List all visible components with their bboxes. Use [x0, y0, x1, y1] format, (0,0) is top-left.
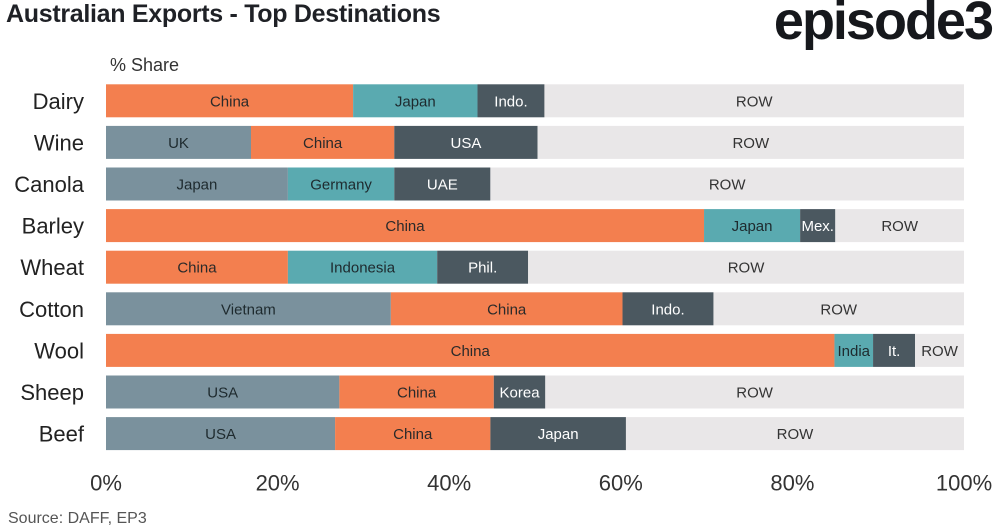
x-tick-label-4: 80%: [770, 470, 814, 495]
category-label-wool: Wool: [34, 338, 84, 363]
segment-label-wheat-0: China: [177, 260, 217, 277]
bar-segment-wine-1: [251, 125, 395, 159]
bar-segment-wheat-3: [528, 250, 964, 284]
x-tick-label-5: 100%: [936, 470, 992, 495]
bar-segment-wine-0: [106, 125, 252, 159]
bar-segment-dairy-0: [106, 84, 354, 118]
x-tick-label-1: 20%: [256, 470, 300, 495]
bar-segment-wool-2: [873, 333, 916, 367]
bar-segment-barley-2: [800, 209, 836, 243]
bar-segment-wool-0: [106, 333, 835, 367]
brand-logo: episode3: [773, 0, 994, 51]
segment-label-dairy-1: Japan: [395, 93, 436, 110]
bar-segment-barley-0: [106, 209, 705, 243]
segment-label-wine-2: USA: [451, 135, 482, 152]
segment-label-sheep-3: ROW: [736, 385, 774, 402]
segment-label-barley-2: Mex.: [801, 218, 834, 235]
segment-label-sheep-2: Korea: [500, 385, 541, 402]
category-label-beef: Beef: [39, 422, 85, 447]
segment-label-wool-0: China: [451, 343, 491, 360]
segment-label-wool-2: It.: [888, 343, 901, 360]
category-label-canola: Canola: [14, 172, 84, 197]
bar-segment-cotton-3: [713, 292, 964, 326]
x-tick-label-2: 40%: [427, 470, 471, 495]
bar-segment-beef-0: [106, 417, 336, 451]
bar-segment-beef-2: [490, 417, 626, 451]
segment-label-dairy-0: China: [210, 93, 250, 110]
bar-segment-wool-1: [834, 333, 874, 367]
bar-segment-dairy-3: [544, 84, 964, 118]
bar-segment-sheep-3: [545, 375, 964, 409]
segment-label-beef-0: USA: [205, 426, 236, 443]
bar-segment-canola-0: [106, 167, 288, 201]
bar-segment-barley-3: [835, 209, 964, 243]
category-label-dairy: Dairy: [33, 89, 84, 114]
category-label-wine: Wine: [34, 130, 84, 155]
bar-segment-canola-3: [490, 167, 964, 201]
bar-segment-dairy-1: [353, 84, 478, 118]
bar-segment-wheat-0: [106, 250, 288, 284]
bar-segment-canola-2: [394, 167, 491, 201]
segment-label-barley-0: China: [385, 218, 425, 235]
segment-label-canola-0: Japan: [177, 177, 218, 194]
bar-segment-canola-1: [287, 167, 395, 201]
segment-label-cotton-0: Vietnam: [221, 301, 276, 318]
segment-label-barley-1: Japan: [732, 218, 773, 235]
segment-label-wool-1: India: [837, 343, 870, 360]
segment-label-wine-0: UK: [168, 135, 189, 152]
bar-segment-wine-2: [394, 125, 538, 159]
segment-label-barley-3: ROW: [881, 218, 919, 235]
segment-label-beef-1: China: [393, 426, 433, 443]
segment-label-sheep-0: USA: [207, 385, 238, 402]
segment-label-wheat-2: Phil.: [468, 260, 497, 277]
segment-label-wool-3: ROW: [921, 343, 959, 360]
segment-label-dairy-2: Indo.: [494, 93, 527, 110]
segment-label-wheat-1: Indonesia: [330, 260, 396, 277]
bar-segment-cotton-1: [390, 292, 623, 326]
chart-title: Australian Exports - Top Destinations: [6, 0, 441, 28]
bar-segment-sheep-2: [493, 375, 546, 409]
y-axis-label: % Share: [110, 55, 180, 75]
category-label-sheep: Sheep: [20, 380, 84, 405]
segment-label-canola-2: UAE: [427, 177, 458, 194]
bar-segment-wine-3: [537, 125, 964, 159]
x-tick-label-3: 60%: [599, 470, 643, 495]
segment-label-cotton-2: Indo.: [651, 301, 684, 318]
bar-segment-cotton-0: [106, 292, 391, 326]
segment-label-canola-3: ROW: [709, 177, 747, 194]
bar-segment-beef-1: [335, 417, 491, 451]
bar-segment-dairy-2: [477, 84, 545, 118]
category-label-wheat: Wheat: [20, 255, 84, 280]
segment-label-cotton-1: China: [487, 301, 527, 318]
bar-segment-sheep-0: [106, 375, 340, 409]
bar-segment-wheat-1: [287, 250, 438, 284]
segment-label-canola-1: Germany: [310, 177, 372, 194]
segment-label-beef-2: Japan: [538, 426, 579, 443]
source-note: Source: DAFF, EP3: [8, 510, 147, 527]
segment-label-cotton-3: ROW: [820, 301, 858, 318]
segment-label-wine-3: ROW: [732, 135, 770, 152]
segment-label-wheat-3: ROW: [728, 260, 766, 277]
category-label-barley: Barley: [22, 214, 84, 239]
bar-segment-wheat-2: [437, 250, 529, 284]
x-tick-label-0: 0%: [90, 470, 122, 495]
segment-label-wine-1: China: [303, 135, 343, 152]
bar-segment-beef-3: [625, 417, 964, 451]
segment-label-beef-3: ROW: [777, 426, 815, 443]
bar-segment-wool-3: [915, 333, 964, 367]
segment-label-sheep-1: China: [397, 385, 437, 402]
bar-segment-cotton-2: [622, 292, 714, 326]
bar-segment-barley-1: [704, 209, 801, 243]
category-label-cotton: Cotton: [19, 297, 84, 322]
segment-label-dairy-3: ROW: [736, 93, 774, 110]
bar-segment-sheep-1: [339, 375, 494, 409]
